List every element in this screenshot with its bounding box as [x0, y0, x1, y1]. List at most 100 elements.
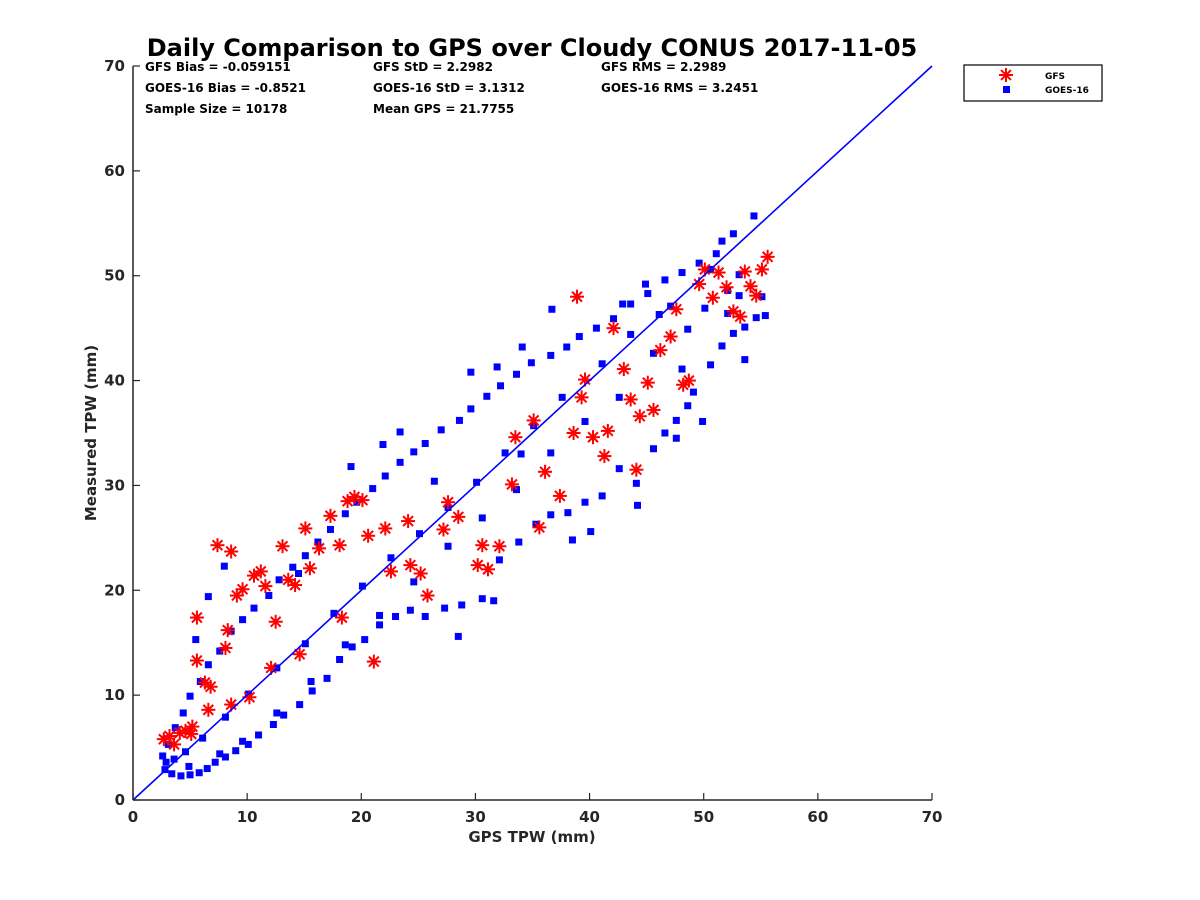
gfs-point [403, 558, 418, 573]
one-to-one-line [132, 65, 933, 801]
gfs-point [332, 538, 347, 553]
goes16-point [495, 556, 503, 564]
goes16-point [724, 309, 732, 317]
goes16-point [444, 542, 452, 550]
stat-gfs-rms: GFS RMS = 2.2989 [601, 60, 726, 74]
goes16-point [467, 368, 475, 376]
gfs-point [401, 514, 416, 529]
goes16-point [204, 661, 212, 669]
gfs-point [218, 640, 233, 655]
goes16-point [518, 343, 526, 351]
goes16-point [289, 563, 297, 571]
gfs-point [361, 528, 376, 543]
goes16-point [273, 709, 281, 717]
goes16-point [170, 755, 178, 763]
goes16-point [239, 737, 247, 745]
gfs-point [413, 566, 428, 581]
goes16-point [376, 611, 384, 619]
gfs-point [185, 719, 200, 734]
goes16-point [269, 721, 277, 729]
goes16-point [735, 292, 743, 300]
gfs-point [441, 495, 456, 510]
goes16-point [430, 477, 438, 485]
goes16-point [729, 329, 737, 337]
gfs-point [378, 521, 393, 536]
goes16-point [478, 595, 486, 603]
legend-goes16-label: GOES-16 [1045, 86, 1089, 96]
gfs-point [475, 538, 490, 553]
goes16-point [381, 472, 389, 480]
goes16-point [295, 570, 303, 578]
legend-goes16-square-icon [1003, 86, 1010, 93]
goes16-point [179, 709, 187, 717]
gfs-point [705, 290, 720, 305]
goes16-point [592, 324, 600, 332]
gfs-point [508, 430, 523, 445]
goes16-point [455, 416, 463, 424]
gfs-point [623, 392, 638, 407]
goes16-point [473, 478, 481, 486]
goes16-point [655, 311, 663, 319]
reference-line-layer [132, 65, 933, 801]
stat-sample-size: Sample Size = 10178 [145, 102, 287, 116]
legend-gfs-marker-glyph [999, 68, 1013, 82]
stat-gfs-std: GFS StD = 2.2982 [373, 60, 493, 74]
goes16-point [177, 772, 185, 780]
gfs-point [302, 561, 317, 576]
gfs-point [574, 390, 589, 405]
stat-goes-std: GOES-16 StD = 3.1312 [373, 81, 525, 95]
gfs-point [526, 413, 541, 428]
goes16-point [642, 280, 650, 288]
gfs-point [492, 539, 507, 554]
goes16-point [729, 230, 737, 238]
goes16-point [517, 450, 525, 458]
goes16-point [410, 578, 418, 586]
x-tick-label: 40 [579, 808, 600, 826]
legend-box [963, 64, 1103, 102]
goes16-point [678, 365, 686, 373]
gfs-point [201, 702, 216, 717]
goes16-point [221, 753, 229, 761]
gfs-point [585, 430, 600, 445]
goes16-point [547, 511, 555, 519]
gfs-point [288, 578, 303, 593]
gfs-point [646, 402, 661, 417]
goes16-point [192, 636, 200, 644]
goes16-point [239, 616, 247, 624]
goes16-point [250, 604, 258, 612]
goes16-point [323, 674, 331, 682]
gfs-point [235, 582, 250, 597]
goes16-point [497, 382, 505, 390]
goes16-point [216, 750, 224, 758]
gfs-point [566, 426, 581, 440]
gfs-point [640, 375, 655, 390]
goes16-point [712, 250, 720, 258]
gfs-point [629, 462, 644, 477]
gfs-point [334, 610, 349, 625]
goes16-point [761, 312, 769, 320]
goes16-point [564, 509, 572, 517]
goes16-point [358, 582, 366, 590]
goes16-point [610, 315, 618, 323]
gfs-point [383, 564, 398, 579]
goes16-point [220, 562, 228, 570]
goes16-point [280, 711, 288, 719]
gfs-point [298, 521, 313, 536]
goes16-point [330, 609, 338, 617]
goes16-point [548, 305, 556, 313]
goes16-point [490, 597, 498, 605]
goes16-point [454, 632, 462, 640]
y-tick-label: 30 [104, 476, 125, 494]
goes16-point [558, 393, 566, 401]
goes16-point [619, 300, 627, 308]
goes16-point [689, 388, 697, 396]
goes16-point [265, 592, 273, 600]
legend-gfs-asterisk-icon [999, 68, 1013, 82]
goes16-point [701, 304, 709, 312]
goes16-point [392, 613, 400, 620]
goes16-point [644, 290, 652, 298]
gfs-point [733, 309, 748, 324]
goes16-point [707, 361, 715, 369]
goes16-point [735, 271, 743, 279]
y-axis-label: Measured TPW (mm) [82, 345, 100, 521]
